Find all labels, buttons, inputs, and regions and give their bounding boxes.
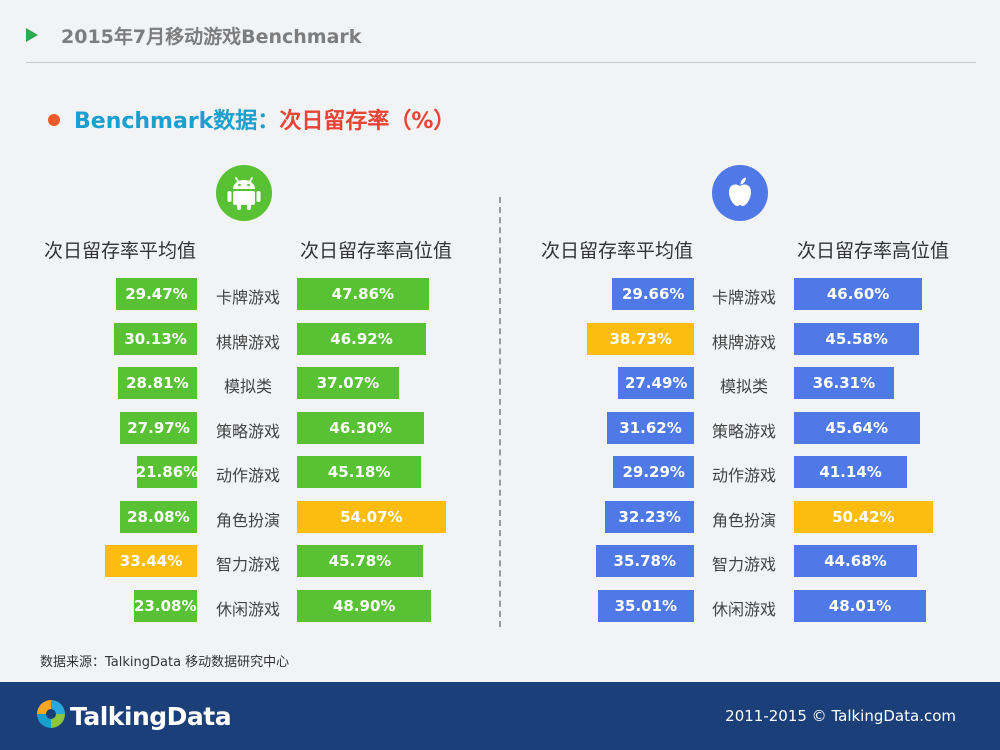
ios-category-label: 卡牌游戏	[711, 288, 776, 307]
ios-avg-bar: 32.23%	[605, 500, 694, 533]
talkingdata-logo-icon	[36, 699, 66, 733]
android-avg-bar: 33.44%	[105, 545, 197, 577]
brand-name: TalkingData	[70, 701, 232, 731]
ios-high-bar: 41.14%	[794, 456, 908, 488]
android-high-bar: 48.90%	[297, 589, 432, 622]
android-category-label: 策略游戏	[215, 421, 280, 441]
subtitle-metric: 次日留存率（%）	[279, 109, 456, 134]
android-high-bar: 46.30%	[297, 411, 425, 444]
android-avg-bar: 29.47%	[115, 278, 197, 310]
ios-high-bar: 48.01%	[794, 589, 927, 622]
android-high-bar: 45.18%	[297, 456, 422, 488]
ios-high-bar: 50.42%	[794, 500, 933, 533]
ios-avg-bar: 35.01%	[597, 589, 694, 622]
ios-high-header: 次日留存率高位值	[797, 240, 950, 262]
ios-high-bar: 46.60%	[794, 278, 923, 310]
android-high-bar: 46.92%	[297, 322, 427, 355]
android-category-label: 动作游戏	[215, 466, 280, 485]
android-category-label: 智力游戏	[215, 555, 280, 574]
android-avg-bar: 21.86%	[136, 456, 198, 488]
ios-high-bar: 45.58%	[794, 322, 920, 355]
ios-avg-bar: 35.78%	[595, 545, 694, 577]
android-high-bar: 47.86%	[297, 278, 429, 310]
android-category-label: 角色扮演	[215, 510, 280, 530]
ios-category-label: 动作游戏	[711, 466, 776, 485]
android-icon	[216, 165, 272, 221]
data-source: 数据来源：TalkingData 移动数据研究中心	[40, 655, 290, 670]
ios-high-bar: 36.31%	[794, 367, 894, 399]
android-avg-bar: 30.13%	[114, 322, 197, 355]
android-category-label: 卡牌游戏	[215, 288, 280, 307]
android-avg-bar: 27.97%	[120, 411, 197, 444]
subtitle-prefix: Benchmark数据：	[74, 109, 280, 134]
android-avg-bar: 28.81%	[117, 367, 197, 399]
ios-category-label: 角色扮演	[711, 510, 776, 530]
android-category-label: 休闲游戏	[215, 599, 280, 619]
android-avg-bar: 28.08%	[119, 500, 197, 533]
footer-bar: TalkingData 2011-2015 © TalkingData.com	[0, 682, 1000, 750]
ios-avg-bar: 29.29%	[613, 456, 694, 488]
ios-category-label: 棋牌游戏	[711, 332, 776, 352]
android-high-bar: 37.07%	[297, 367, 399, 399]
slide-header: 2015年7月移动游戏Benchmark	[0, 0, 1000, 63]
bullet-icon	[48, 114, 60, 126]
copyright: 2011-2015 © TalkingData.com	[725, 707, 956, 725]
android-high-bar: 45.78%	[297, 545, 423, 577]
ios-avg-bar: 27.49%	[618, 367, 694, 399]
android-high-header: 次日留存率高位值	[300, 240, 453, 262]
brand-logo: TalkingData	[36, 699, 232, 733]
header-divider	[26, 62, 976, 63]
ios-category-label: 模拟类	[719, 377, 768, 396]
android-avg-header: 次日留存率平均值	[44, 240, 197, 262]
android-category-label: 模拟类	[223, 377, 272, 396]
apple-icon	[712, 165, 768, 221]
ios-avg-bar: 31.62%	[607, 411, 694, 444]
ios-category-label: 智力游戏	[711, 555, 776, 574]
play-triangle-icon	[26, 28, 38, 42]
chart-subtitle: Benchmark数据：次日留存率（%）	[48, 103, 455, 135]
platform-divider	[499, 197, 501, 627]
ios-avg-bar: 29.66%	[612, 278, 694, 310]
android-avg-bar: 23.08%	[133, 589, 197, 622]
ios-high-bar: 44.68%	[794, 545, 917, 577]
android-high-bar: 54.07%	[297, 500, 446, 533]
ios-high-bar: 45.64%	[794, 411, 920, 444]
ios-avg-bar: 38.73%	[587, 322, 694, 355]
ios-avg-header: 次日留存率平均值	[541, 240, 694, 262]
slide-title: 2015年7月移动游戏Benchmark	[61, 26, 362, 48]
ios-category-label: 策略游戏	[711, 421, 776, 441]
ios-category-label: 休闲游戏	[711, 599, 776, 619]
android-category-label: 棋牌游戏	[215, 332, 280, 352]
